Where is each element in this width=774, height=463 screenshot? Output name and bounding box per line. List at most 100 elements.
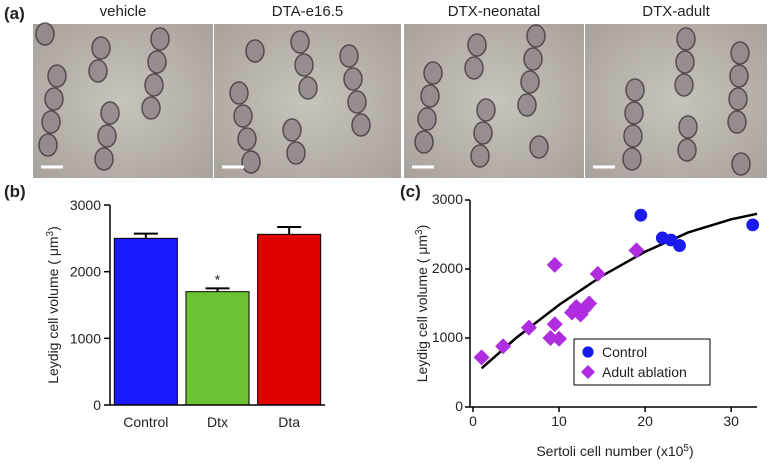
nucleus [241,150,261,174]
x-tick-label: Dta [278,414,300,430]
y-tick-label: 0 [455,398,463,414]
nucleus [470,144,490,168]
point [581,295,598,312]
nucleus [290,30,310,54]
nucleus [731,152,751,176]
nucleus [520,70,540,94]
label-text: Leydig cell volume ( μm [45,236,61,383]
label-text: Sertoli cell number (x10 [536,443,683,459]
nucleus [100,101,120,125]
nucleus [44,87,64,111]
nucleus [623,124,643,148]
nucleus [476,98,496,122]
nucleus [517,93,537,117]
x-tick-label: 10 [551,413,567,429]
nucleus [729,64,749,88]
legend-marker [582,346,594,358]
label-text: Leydig cell volume ( μm [414,235,430,382]
nucleus [233,104,253,128]
legend-label: Control [602,344,647,360]
axis-label: Sertoli cell number (x105) [536,443,693,460]
legend-box [573,338,711,386]
annotation: * [215,271,221,287]
point [589,265,606,282]
nucleus [245,39,265,63]
point [546,316,563,333]
point [628,242,645,259]
panel-label: (c) [400,182,421,201]
nucleus [144,73,164,97]
nucleus [339,44,359,68]
nucleus [417,107,437,131]
nucleus [529,135,549,159]
point [634,208,648,222]
nucleus [351,113,371,137]
axis-label: Leydig cell volume ( μm3) [45,226,62,384]
nucleus [464,56,484,80]
nucleus [286,141,306,165]
nucleus [730,41,750,65]
point [495,338,512,355]
image-caption: DTX-neonatal [448,3,541,20]
legend-label: Adult ablation [602,364,687,380]
point [673,239,686,252]
x-tick-label: 30 [723,413,739,429]
x-tick-label: 20 [637,413,653,429]
label-sup: 5 [683,443,689,454]
nucleus [414,130,434,154]
y-tick-label: 3000 [432,191,463,207]
panel-label: (a) [4,4,25,23]
nucleus [41,110,61,134]
axis-label: Leydig cell volume ( μm3) [414,225,431,383]
nucleus [677,138,697,162]
nucleus [282,118,302,142]
image-caption: DTA-e16.5 [272,3,343,20]
nucleus [91,36,111,60]
nucleus [423,61,443,85]
point [746,218,760,232]
nucleus [624,101,644,125]
nucleus [420,84,440,108]
x-tick-label: Dtx [207,414,228,430]
panel-label: (b) [4,182,26,201]
nucleus [237,127,257,151]
fit-curve [480,212,758,370]
nucleus [141,96,161,120]
bar [257,233,322,406]
nucleus [622,147,642,171]
nucleus [47,64,67,88]
point [551,330,568,347]
point [546,256,563,273]
y-tick-label: 2000 [70,264,101,280]
label-sup: 3 [45,230,56,236]
nucleus [347,90,367,114]
nucleus [88,59,108,83]
nucleus [678,115,698,139]
nucleus [473,121,493,145]
nucleus [727,110,747,134]
image-caption: DTX-adult [642,3,710,20]
label-text: ) [414,225,430,230]
y-tick-label: 2000 [432,260,463,276]
image-caption: vehicle [100,3,147,20]
bar [113,237,178,406]
bar [185,291,250,406]
label-text: ) [45,226,61,231]
point [520,319,537,336]
legend-marker [581,365,595,379]
y-tick-label: 1000 [432,329,463,345]
nucleus [676,27,696,51]
x-tick-label: 0 [469,413,477,429]
nucleus [298,76,318,100]
nucleus [35,22,55,46]
nucleus [343,67,363,91]
nucleus [38,133,58,157]
nucleus [625,78,645,102]
nucleus [94,147,114,171]
label-text: ) [689,443,694,459]
nucleus [728,87,748,111]
nucleus [467,33,487,57]
nucleus [229,81,249,105]
nucleus [294,53,314,77]
